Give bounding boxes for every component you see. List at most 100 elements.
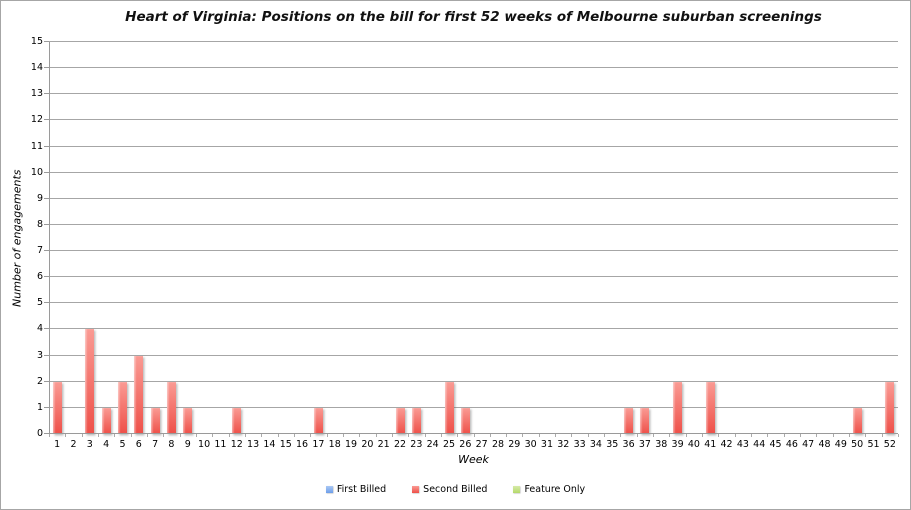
y-axis-tick bbox=[44, 197, 49, 199]
bar-week-1 bbox=[52, 381, 62, 434]
legend-swatch-icon bbox=[513, 486, 521, 493]
gridline bbox=[49, 41, 898, 42]
x-axis-tick bbox=[244, 434, 246, 437]
x-axis-tick-label: 41 bbox=[704, 439, 717, 450]
x-axis-tick-label: 8 bbox=[168, 439, 175, 450]
y-axis-tick-label: 13 bbox=[30, 88, 43, 100]
y-axis-tick-label: 0 bbox=[36, 428, 43, 439]
x-axis-tick-label: 13 bbox=[247, 439, 260, 450]
x-axis-tick-label: 21 bbox=[377, 439, 390, 450]
x-axis-tick-label: 6 bbox=[135, 439, 142, 450]
y-axis-tick bbox=[44, 276, 49, 278]
x-axis-tick bbox=[326, 434, 328, 437]
x-axis-tick-label: 52 bbox=[883, 439, 896, 450]
x-axis-tick-label: 5 bbox=[119, 439, 126, 450]
x-axis-tick bbox=[310, 434, 312, 437]
x-axis-tick-label: 9 bbox=[184, 439, 191, 450]
x-axis-tick-label: 49 bbox=[834, 439, 847, 450]
x-axis-tick bbox=[130, 434, 132, 437]
x-axis-tick-label: 50 bbox=[851, 439, 864, 450]
y-axis-tick bbox=[44, 328, 49, 330]
x-axis-tick-label: 47 bbox=[802, 439, 815, 450]
x-axis-tick bbox=[359, 434, 361, 437]
x-axis-tick bbox=[604, 434, 606, 437]
x-axis-tick-label: 26 bbox=[459, 439, 472, 450]
y-axis-tick-label: 15 bbox=[30, 36, 43, 47]
x-axis-tick-label: 7 bbox=[152, 439, 159, 450]
x-axis-tick bbox=[146, 434, 148, 437]
x-axis-tick-label: 29 bbox=[508, 439, 521, 450]
y-axis-tick-label: 1 bbox=[36, 401, 43, 413]
x-axis-tick bbox=[228, 434, 230, 437]
x-axis-tick-label: 30 bbox=[524, 439, 537, 450]
x-axis-tick-label: 24 bbox=[426, 439, 439, 450]
legend: First Billed Second Billed Feature Only bbox=[1, 484, 910, 495]
gridline bbox=[49, 223, 898, 225]
gridline bbox=[49, 67, 898, 69]
x-axis-tick bbox=[375, 434, 377, 437]
x-axis-tick bbox=[506, 434, 508, 437]
gridline bbox=[49, 171, 898, 173]
x-axis-tick bbox=[65, 434, 67, 437]
x-axis-tick bbox=[636, 434, 638, 437]
gridline bbox=[49, 197, 898, 199]
x-axis-tick-label: 20 bbox=[361, 439, 374, 450]
x-axis-tick bbox=[163, 434, 165, 437]
x-axis-tick-label: 28 bbox=[491, 439, 505, 450]
x-axis-tick bbox=[767, 434, 769, 437]
x-axis-tick-label: 10 bbox=[198, 439, 211, 450]
x-axis-tick-label: 17 bbox=[312, 439, 325, 450]
x-axis-tick-label: 12 bbox=[230, 439, 243, 450]
y-axis-tick-label: 12 bbox=[30, 114, 43, 126]
plot-area: 1 2 3 4 5 6 7 8 9 10 11 12 13 14 15 16 17 18 19 20 21 22 23 24 2… bbox=[44, 41, 899, 450]
gridline bbox=[49, 93, 898, 95]
x-axis-tick bbox=[702, 434, 704, 437]
x-axis-tick bbox=[489, 434, 491, 437]
x-axis-tick bbox=[620, 434, 622, 437]
x-axis-tick-label: 34 bbox=[589, 439, 602, 450]
x-axis-tick bbox=[522, 434, 524, 437]
bar-week-39 bbox=[673, 381, 683, 434]
bar-week-4 bbox=[101, 407, 111, 434]
x-axis-line bbox=[49, 433, 898, 434]
x-axis-tick bbox=[49, 434, 50, 437]
y-axis-tick-label: 7 bbox=[36, 245, 43, 257]
x-axis-tick-label: 16 bbox=[296, 439, 309, 450]
x-axis-tick bbox=[653, 434, 655, 437]
x-axis-tick-label: 31 bbox=[540, 439, 554, 450]
x-axis-tick-label: 46 bbox=[785, 439, 798, 450]
bar-week-37 bbox=[640, 407, 650, 434]
x-axis-tick bbox=[97, 434, 99, 437]
bar-week-52 bbox=[885, 381, 895, 434]
y-axis-tick bbox=[44, 41, 49, 42]
x-axis-tick bbox=[212, 434, 214, 437]
x-axis-tick bbox=[587, 434, 589, 437]
x-axis-tick bbox=[865, 434, 867, 437]
x-axis-tick-label: 19 bbox=[345, 439, 358, 450]
x-axis-tick-label: 32 bbox=[557, 439, 570, 450]
x-axis-tick-label: 40 bbox=[687, 439, 700, 450]
gridline bbox=[49, 250, 898, 252]
bar-week-50 bbox=[852, 407, 862, 434]
x-axis-tick-label: 15 bbox=[279, 439, 292, 450]
gridline bbox=[49, 354, 898, 356]
y-axis-line bbox=[49, 42, 50, 434]
bar-week-7 bbox=[150, 407, 160, 434]
legend-item: Feature Only bbox=[513, 484, 585, 495]
x-axis-tick bbox=[81, 434, 83, 437]
x-axis-tick bbox=[195, 434, 197, 437]
y-axis-tick-label: 10 bbox=[30, 166, 43, 178]
x-axis-tick-label: 33 bbox=[573, 439, 586, 450]
bar-week-12 bbox=[232, 407, 242, 434]
y-axis-tick-label: 9 bbox=[36, 192, 43, 204]
y-axis-tick bbox=[44, 67, 49, 69]
y-axis-tick bbox=[44, 433, 49, 434]
bar-week-6 bbox=[134, 355, 144, 434]
x-axis-tick bbox=[881, 434, 883, 437]
x-axis-tick-label: 4 bbox=[103, 439, 110, 450]
gridline bbox=[49, 328, 898, 330]
x-axis-tick-label: 3 bbox=[86, 439, 93, 450]
x-axis-tick-label: 14 bbox=[263, 439, 276, 450]
bar-week-36 bbox=[624, 407, 634, 434]
